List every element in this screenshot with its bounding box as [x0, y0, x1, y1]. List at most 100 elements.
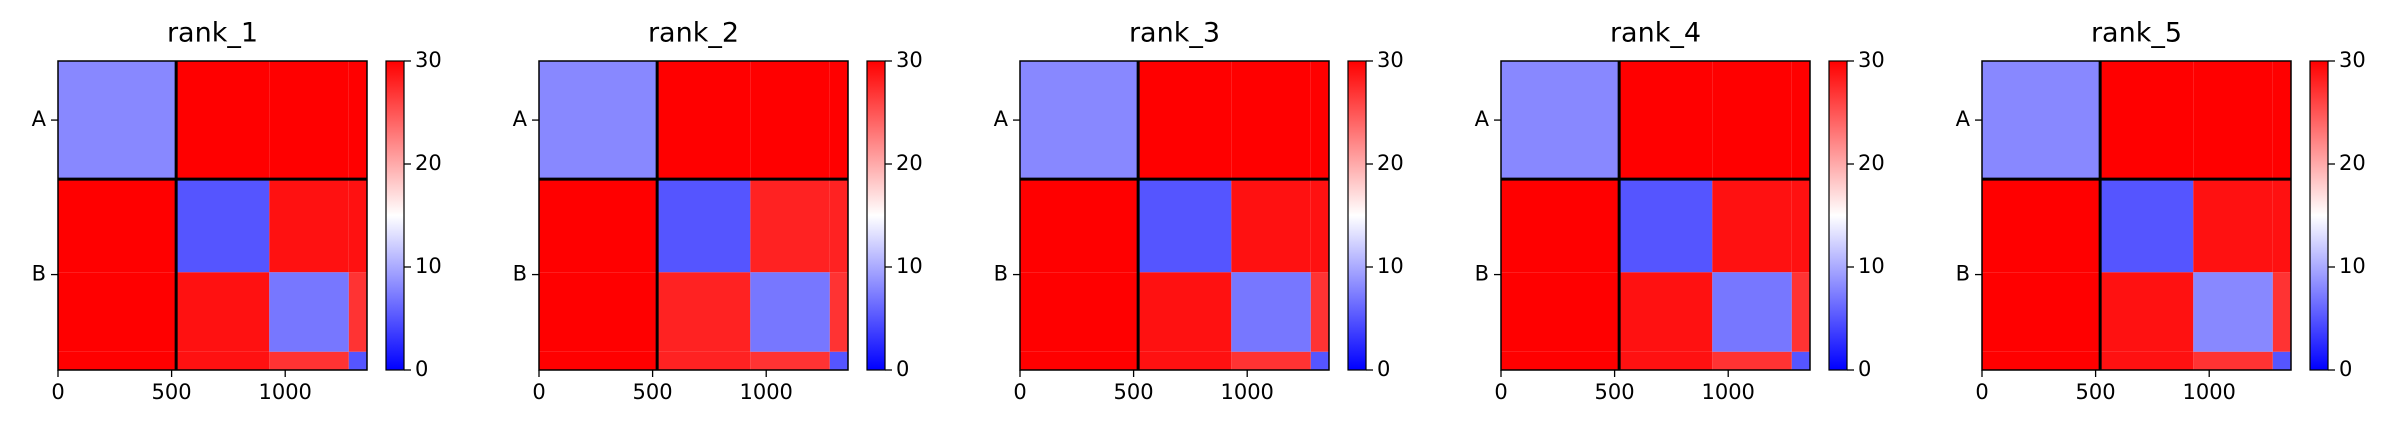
heatmap-cell	[1138, 351, 1232, 370]
x-tick-label: 500	[1114, 380, 1154, 404]
x-tick-label: 0	[1494, 380, 1507, 404]
colorbar-tick-label: 20	[1858, 151, 1885, 175]
heatmap-cell	[1982, 179, 2101, 273]
heatmap-cell	[1231, 61, 1311, 180]
heatmap-cell	[2193, 61, 2273, 180]
y-tick-label: A	[994, 107, 1009, 131]
heatmap-cell	[1231, 179, 1311, 273]
heatmap-cell	[2193, 351, 2273, 370]
x-tick-label: 0	[1975, 380, 1988, 404]
heatmap-cell	[2193, 272, 2273, 352]
y-tick-label: B	[513, 262, 527, 286]
heatmap-cell	[657, 351, 751, 370]
colorbar	[866, 60, 886, 371]
colorbar-tick-label: 20	[896, 151, 923, 175]
heatmap-cell	[176, 351, 270, 370]
colorbar-tick-label: 10	[896, 254, 923, 278]
heatmap-cell	[1310, 272, 1329, 352]
heatmap-cell	[2100, 351, 2194, 370]
heatmap-cell	[176, 272, 270, 352]
panel-title: rank_1	[167, 18, 258, 49]
panel-title: rank_2	[648, 18, 739, 49]
colorbar-tick-label: 30	[1858, 48, 1885, 72]
x-tick-label: 1000	[739, 380, 792, 404]
heatmap-cell	[1231, 351, 1311, 370]
heatmap-cell	[1791, 351, 1810, 370]
heatmap-cell	[269, 272, 349, 352]
heatmap-cell	[2272, 272, 2291, 352]
y-tick-label: B	[994, 262, 1008, 286]
plot-frame	[1019, 60, 1330, 371]
heatmap-cell	[539, 61, 658, 180]
colorbar-tick-label: 0	[415, 357, 428, 381]
heatmap-cell	[58, 351, 177, 370]
heatmap-cell	[829, 351, 848, 370]
heatmap-cell	[1310, 61, 1329, 180]
colorbar	[2309, 60, 2329, 371]
heatmap-cell	[1310, 351, 1329, 370]
x-tick-label: 1000	[258, 380, 311, 404]
heatmap-cell	[58, 272, 177, 352]
colorbar-tick-label: 10	[1858, 254, 1885, 278]
heatmap-cell	[269, 61, 349, 180]
heatmap-cell	[1501, 272, 1620, 352]
colorbar	[385, 60, 405, 371]
x-tick-label: 0	[1013, 380, 1026, 404]
heatmap-cell	[657, 179, 751, 273]
heatmap-cell	[2272, 179, 2291, 273]
x-tick-label: 1000	[2182, 380, 2235, 404]
x-tick-label: 500	[2076, 380, 2116, 404]
heatmap-cell	[2193, 179, 2273, 273]
heatmap-cell	[1791, 61, 1810, 180]
heatmap-cell	[348, 61, 367, 180]
heatmap-cell	[1138, 61, 1232, 180]
colorbar-tick-label: 30	[1377, 48, 1404, 72]
heatmap-cell	[829, 179, 848, 273]
y-tick-label: B	[1475, 262, 1489, 286]
heatmap-cell	[1138, 179, 1232, 273]
heatmap-cell	[829, 61, 848, 180]
colorbar-tick-label: 30	[896, 48, 923, 72]
heatmap-cell	[1138, 272, 1232, 352]
colorbar-tick-label: 10	[415, 254, 442, 278]
colorbar-tick-label: 0	[2339, 357, 2352, 381]
heatmap-cell	[348, 351, 367, 370]
heatmap-cell	[539, 179, 658, 273]
x-tick-label: 500	[152, 380, 192, 404]
colorbar-tick-label: 10	[1377, 254, 1404, 278]
heatmap-cell	[750, 351, 830, 370]
colorbar	[1347, 60, 1367, 371]
heatmap-cell	[1791, 272, 1810, 352]
colorbar-tick-label: 20	[1377, 151, 1404, 175]
y-tick-label: B	[1956, 262, 1970, 286]
heatmap-cell	[1020, 351, 1139, 370]
heatmap-cell	[1020, 61, 1139, 180]
heatmap-cell	[58, 179, 177, 273]
heatmap-cell	[1020, 272, 1139, 352]
heatmap-cell	[750, 179, 830, 273]
colorbar-tick-label: 20	[415, 151, 442, 175]
heatmap-cell	[1712, 61, 1792, 180]
heatmap-cell	[1619, 351, 1713, 370]
heatmap-cell	[176, 179, 270, 273]
heatmap-cell	[1982, 351, 2101, 370]
y-tick-label: A	[513, 107, 528, 131]
heatmap-cell	[1712, 179, 1792, 273]
colorbar-tick-label: 30	[415, 48, 442, 72]
heatmap-cell	[1020, 179, 1139, 273]
heatmap-cell	[348, 272, 367, 352]
heatmap-cell	[2100, 272, 2194, 352]
colorbar-tick-label: 10	[2339, 254, 2366, 278]
heatmap-cell	[1712, 351, 1792, 370]
heatmap-cell	[1619, 61, 1713, 180]
panel-title: rank_3	[1129, 18, 1220, 49]
heatmap-cell	[1501, 61, 1620, 180]
colorbar-tick-label: 30	[2339, 48, 2366, 72]
x-tick-label: 0	[532, 380, 545, 404]
heatmap-cell	[176, 61, 270, 180]
y-tick-label: B	[32, 262, 46, 286]
heatmap-cell	[750, 61, 830, 180]
heatmap-cell	[657, 61, 751, 180]
heatmap-cell	[1231, 272, 1311, 352]
y-tick-label: A	[1956, 107, 1971, 131]
